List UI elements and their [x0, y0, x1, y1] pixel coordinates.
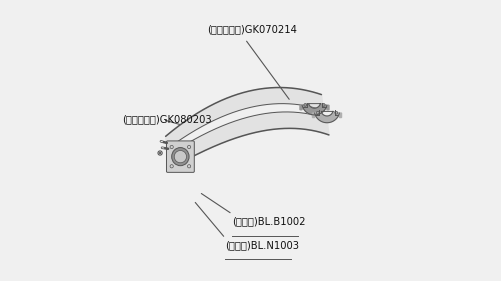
Polygon shape: [166, 87, 323, 149]
Polygon shape: [313, 111, 342, 123]
Polygon shape: [167, 112, 329, 170]
FancyBboxPatch shape: [166, 141, 194, 172]
Text: (ガスケット)GK080203: (ガスケット)GK080203: [123, 115, 212, 125]
Text: (ボルト)BL.B1002: (ボルト)BL.B1002: [232, 216, 306, 226]
Polygon shape: [300, 104, 329, 115]
Circle shape: [159, 152, 161, 154]
Ellipse shape: [174, 151, 186, 163]
Text: (ナット)BL.N1003: (ナット)BL.N1003: [225, 240, 300, 250]
Ellipse shape: [172, 148, 189, 166]
Text: (ガスケット)GK070214: (ガスケット)GK070214: [207, 24, 297, 34]
